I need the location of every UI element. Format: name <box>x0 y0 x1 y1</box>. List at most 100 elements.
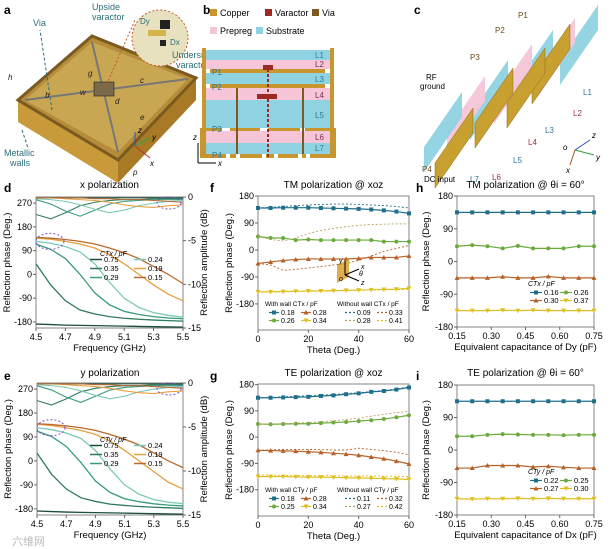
wall-left <box>202 48 206 158</box>
legend-marker <box>534 290 538 295</box>
data-point <box>318 238 323 243</box>
y-tick-label: 270 <box>17 198 32 208</box>
plane-P4-seg <box>278 154 298 158</box>
y-tick-label: -180 <box>435 322 453 332</box>
legend-title-with-wall: With wall CTx / pF <box>265 301 318 308</box>
data-point <box>531 210 536 215</box>
x-tick-label: 4.9 <box>89 519 102 529</box>
data-point <box>515 399 520 404</box>
series-line-0.30 <box>457 275 594 279</box>
legend-marker <box>534 478 538 483</box>
legend-marker <box>564 290 568 295</box>
data-point <box>356 206 361 211</box>
data-point <box>293 205 298 210</box>
chart-f: TM polarization @ xoz 0 20 40 60 180 90 0 -90 -18… <box>224 180 414 356</box>
panel-letter-a: a <box>4 3 11 17</box>
x-tick-label: 20 <box>303 334 313 344</box>
amplitude-line-0.15 <box>37 383 183 389</box>
label-underside-varactor: Underside <box>172 50 213 60</box>
legend-label: 0.42 <box>389 504 403 511</box>
label-p: p <box>132 168 138 177</box>
triad-x <box>569 149 576 166</box>
y-tick-label: -180 <box>435 510 453 520</box>
data-point <box>393 458 399 464</box>
data-point <box>280 289 286 295</box>
data-point <box>455 434 459 439</box>
data-point <box>592 432 596 437</box>
data-point <box>268 259 274 264</box>
data-point <box>470 434 475 439</box>
y-tick-label: -90 <box>440 289 453 299</box>
x-tick-label: 0.15 <box>448 519 466 529</box>
data-point <box>469 465 475 471</box>
data-point <box>484 463 490 468</box>
x-axis-label: Equivalent capacitance of Dx (pF) <box>454 530 597 541</box>
data-point <box>331 256 336 261</box>
data-point <box>406 253 412 258</box>
varactor-upper <box>263 65 273 70</box>
x-tick-label: 0 <box>255 334 260 344</box>
data-point <box>485 399 490 404</box>
data-point <box>381 239 386 244</box>
plane-P3-seg <box>268 128 300 131</box>
panel-letter-b: b <box>203 3 210 17</box>
data-point <box>268 235 273 240</box>
phase-line-0.24 <box>37 427 183 505</box>
data-point <box>406 461 412 467</box>
via <box>302 88 304 154</box>
data-point <box>381 254 387 260</box>
data-point <box>576 275 582 280</box>
data-point <box>255 474 261 480</box>
phase-line-0.19 <box>37 423 183 490</box>
data-point <box>381 456 387 461</box>
panel-letter-h: h <box>416 181 423 195</box>
data-point <box>470 210 475 215</box>
plot-frame <box>35 196 184 329</box>
y-axis-label: Reflection phase (Deg.) <box>3 399 14 499</box>
label-underside-varactor-2: varactor <box>176 60 209 70</box>
amplitude-line-0.19 <box>36 197 183 209</box>
inset-plate <box>337 259 349 283</box>
chart-d: x polarization 4.5 4.7 4.9 5.1 5.3 5.5 270 180 90… <box>2 180 210 354</box>
sheet-L1 <box>560 5 598 85</box>
legend-marker <box>303 496 309 501</box>
data-point <box>469 275 475 280</box>
data-point <box>318 289 324 294</box>
data-point <box>561 308 567 314</box>
x-tick-label: 5.1 <box>118 519 131 529</box>
panel-letter-c: c <box>414 3 421 17</box>
plane-label-P4: P4 <box>212 151 222 160</box>
inset-label-theta: θ <box>359 271 363 278</box>
phase-curve-marker <box>36 419 66 437</box>
data-point <box>576 399 581 404</box>
legend-swatch-varactor <box>265 9 272 16</box>
series-line-0.30 <box>456 497 594 500</box>
panel-letter-e: e <box>4 369 11 383</box>
data-point <box>344 238 349 243</box>
data-point <box>394 387 399 392</box>
plane-P3-seg <box>230 128 260 131</box>
chart-g: TE polarization @ xoz 0 20 40 60 180 90 0 -90 -18… <box>224 368 414 542</box>
y2-tick-label: -10 <box>188 466 201 476</box>
x-tick-label: 0.75 <box>585 331 603 341</box>
panel-letter-g: g <box>210 369 217 383</box>
label-upside-varactor-2: varactor <box>92 12 125 22</box>
phase-line-0.15 <box>36 236 183 285</box>
upside-varactor-icon <box>160 20 170 29</box>
data-point <box>356 476 362 481</box>
data-point <box>530 308 536 313</box>
data-point <box>561 496 567 502</box>
x-tick-label: 0.45 <box>517 331 535 341</box>
data-point <box>356 452 362 458</box>
data-point <box>545 463 551 469</box>
label-RF: RF <box>426 73 437 82</box>
legend-label: 0.28 <box>313 496 327 503</box>
legend-label: 0.30 <box>574 484 589 493</box>
data-point <box>561 210 566 215</box>
data-point <box>561 246 566 251</box>
series-group <box>36 197 183 328</box>
data-point <box>515 275 521 280</box>
y2-tick-label: -15 <box>188 323 201 333</box>
legend-title-without-wall: Without wall CTy / pF <box>337 487 398 494</box>
legend-label-varactor: Varactor <box>275 8 308 18</box>
